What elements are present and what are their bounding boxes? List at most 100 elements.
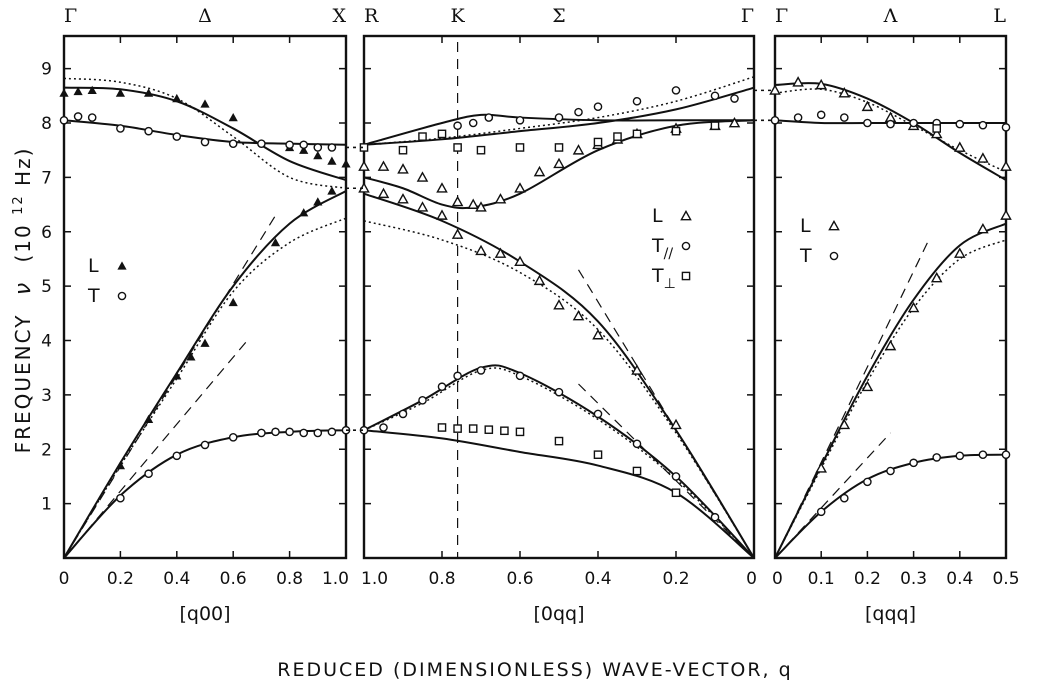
data-point-tri-open	[451, 195, 464, 207]
x-tick-label: 0	[746, 569, 757, 589]
data-point-circle-open	[632, 96, 642, 106]
data-point-tri-open	[838, 87, 851, 98]
data-point-tri-open	[670, 418, 682, 430]
symmetry-label: Δ	[198, 5, 212, 27]
data-point-circle-open	[313, 143, 323, 152]
panel-q00: 1 2 3 4 5 6 7 8 9 0 0.2 0.4 0.6 0.8 1.0 [q00] Γ Δ X LT	[41, 5, 351, 625]
data-point-tri-open	[1000, 160, 1012, 171]
data-point-tri-filled	[200, 338, 210, 347]
data-point-circle-open	[299, 140, 309, 150]
data-point-circle-open	[593, 409, 603, 419]
legend-marker-circle-open	[681, 241, 691, 251]
data-point-tri-open	[861, 380, 874, 392]
data-point-circle-open	[574, 107, 583, 117]
data-point-tri-open	[631, 364, 643, 375]
y-axis-symbol: ν	[11, 281, 36, 295]
data-point-tri-open	[769, 84, 781, 95]
data-point-circle-open	[978, 120, 988, 130]
data-point-circle-open	[955, 119, 965, 129]
data-point-tri-open	[930, 271, 943, 283]
svg-text:FREQUENCY ν (10: FREQUENCY ν (10 12 Hz)	[3, 147, 36, 454]
data-point-circle-open	[285, 140, 294, 150]
data-point-circle-open	[453, 371, 462, 381]
data-point-square-open	[671, 126, 681, 136]
data-point-tri-filled	[270, 238, 281, 247]
data-point-square-open	[671, 488, 681, 498]
data-point-circle-open	[863, 477, 872, 487]
data-point-circle-open	[793, 113, 803, 122]
data-point-circle-open	[200, 137, 210, 147]
data-point-tri-open	[494, 193, 507, 204]
data-point-square-open	[453, 143, 462, 152]
legend-label: T//	[651, 235, 673, 262]
dashed-curve	[577, 269, 755, 559]
legend-label: L	[88, 255, 99, 277]
y-tick-label: 7	[41, 168, 52, 188]
solid-curve	[363, 86, 755, 146]
direction-label: [0qq]	[533, 603, 584, 625]
data-point-circle-open	[770, 115, 780, 125]
data-point-circle-open	[144, 469, 153, 479]
symmetry-label: R	[364, 5, 379, 27]
legend-marker-tri-open	[828, 219, 840, 231]
x-tick-label: 0	[772, 569, 783, 589]
data-point-tri-filled	[327, 156, 337, 165]
data-point-tri-open	[451, 228, 464, 239]
data-point-square-open	[398, 145, 408, 155]
data-point-tri-open	[397, 163, 409, 174]
panel-q00-frame	[62, 34, 348, 560]
data-point-circle-open	[379, 423, 388, 432]
x-tick-label: 0.2	[107, 569, 134, 589]
x-tick-label: 1.0	[322, 569, 349, 589]
data-point-circle-open	[816, 507, 826, 517]
x-tick-label: 0.2	[662, 569, 689, 589]
solid-curve	[363, 429, 755, 559]
data-point-tri-filled	[228, 297, 238, 307]
data-point-tri-open	[815, 462, 827, 473]
data-point-square-open	[632, 129, 642, 139]
data-point-tri-open	[977, 152, 989, 163]
data-point-tri-open	[416, 171, 429, 182]
symmetry-label: Λ	[883, 5, 898, 27]
y-tick-label: 5	[41, 277, 52, 297]
data-point-tri-open	[728, 116, 741, 128]
legend-marker-circle-open	[117, 291, 127, 301]
data-point-tri-open	[514, 182, 526, 193]
data-point-tri-filled	[299, 208, 309, 217]
direction-label: [q00]	[179, 603, 230, 625]
x-tick-label: 0.6	[220, 569, 247, 589]
data-point-circle-open	[144, 126, 153, 136]
dotted-curve	[774, 239, 1007, 559]
data-point-square-open	[593, 450, 603, 459]
data-point-tri-filled	[228, 112, 238, 122]
data-point-circle-open	[671, 86, 681, 95]
data-point-circle-open	[59, 115, 69, 125]
data-point-tri-open	[377, 187, 390, 199]
data-point-circle-open	[398, 409, 408, 419]
data-point-circle-open	[632, 439, 642, 449]
data-point-circle-open	[840, 493, 849, 503]
data-point-circle-open	[327, 143, 337, 152]
data-point-square-open	[932, 124, 941, 133]
data-point-circle-open	[554, 387, 564, 397]
y-tick-label: 6	[41, 223, 52, 243]
x-tick-label: 0.4	[163, 569, 190, 589]
data-point-circle-open	[840, 113, 849, 122]
symmetry-label: L	[993, 5, 1006, 27]
data-point-square-open	[437, 129, 447, 139]
data-point-square-open	[710, 121, 720, 131]
symmetry-label: Γ	[775, 5, 788, 27]
data-point-circle-open	[909, 118, 918, 128]
data-point-circle-open	[593, 102, 603, 111]
x-tick-label: 0.5	[992, 569, 1019, 589]
y-tick-label: 3	[41, 386, 52, 406]
data-point-tri-filled	[172, 93, 182, 103]
data-point-circle-open	[515, 115, 525, 125]
dotted-curve	[63, 217, 347, 559]
data-point-tri-open	[930, 127, 943, 139]
data-point-square-open	[515, 143, 525, 152]
symmetry-label: Γ	[64, 5, 77, 27]
data-point-circle-open	[1001, 450, 1011, 459]
data-point-tri-open	[533, 165, 546, 177]
x-tick-label: 0.4	[584, 569, 611, 589]
